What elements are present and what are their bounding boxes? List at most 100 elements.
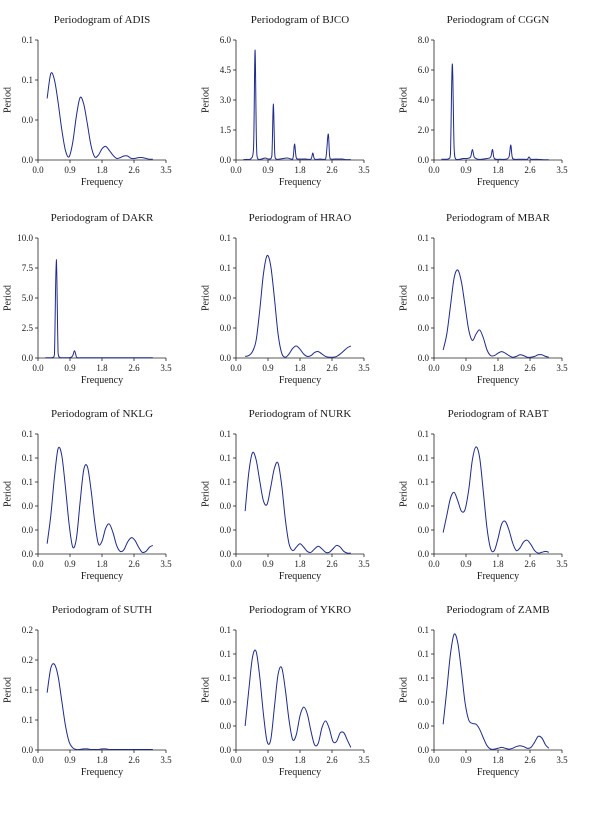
x-tick-label: 3.5 <box>160 363 172 373</box>
y-tick-label: 0.2 <box>22 625 33 635</box>
chart-title: Periodogram of MBAR <box>446 212 550 224</box>
x-axis-title: Frequency <box>476 571 520 582</box>
y-tick-label: 0.0 <box>418 549 430 559</box>
y-tick-label: 0.0 <box>418 353 430 363</box>
x-tick-label: 0.0 <box>428 165 440 175</box>
x-tick-label: 0.0 <box>230 363 242 373</box>
y-tick-label: 0.1 <box>22 477 33 487</box>
y-tick-label: 0.1 <box>220 673 231 683</box>
y-tick-label: 1.5 <box>220 125 232 135</box>
x-tick-label: 1.8 <box>294 165 306 175</box>
y-tick-label: 0.1 <box>220 649 231 659</box>
plot-area: 0.0 0.9 1.8 2.6 3.5 0.0 0.1 0.1 0.2 0.2 <box>22 625 172 765</box>
chart-title: Periodogram of YKRO <box>248 604 352 616</box>
x-tick-label: 0.9 <box>460 165 472 175</box>
plot-area: 0.0 0.9 1.8 2.6 3.50.00.00.00.10.1 <box>220 233 370 373</box>
x-tick-label: 0.9 <box>460 559 472 569</box>
periodogram-line <box>244 649 352 748</box>
x-tick-label: 3.5 <box>358 363 370 373</box>
y-tick-label: 0.1 <box>418 429 429 439</box>
y-tick-label: 0.1 <box>220 263 231 273</box>
plot-area: 0.0 0.9 1.8 2.6 3.50.00.00.10.1 <box>22 35 172 175</box>
x-tick-label: 2.6 <box>326 363 338 373</box>
periodogram-line <box>441 63 549 161</box>
y-tick-label: 0.0 <box>220 155 232 165</box>
y-tick-label: 0.0 <box>22 549 34 559</box>
y-tick-label: 0.0 <box>220 721 232 731</box>
periodogram-line <box>442 269 549 358</box>
x-axis-title: Frequency <box>278 375 322 386</box>
x-tick-label: 3.5 <box>556 363 568 373</box>
y-tick-label: 0.1 <box>418 625 429 635</box>
x-axis-title: Frequency <box>476 177 520 188</box>
y-tick-label: 0.1 <box>418 233 429 243</box>
y-tick-label: 0.0 <box>418 155 430 165</box>
x-tick-label: 1.8 <box>96 755 108 765</box>
y-tick-label: 0.0 <box>220 501 232 511</box>
x-tick-label: 0.9 <box>460 755 472 765</box>
x-tick-label: 0.9 <box>64 755 76 765</box>
x-tick-label: 0.0 <box>32 165 44 175</box>
x-tick-label: 3.5 <box>556 559 568 569</box>
x-axis-title: Frequency <box>278 571 322 582</box>
chart-title: Periodogram of NKLG <box>50 408 154 420</box>
y-axis-title: Period <box>200 284 212 312</box>
x-tick-label: 3.5 <box>358 165 370 175</box>
y-axis-title: Period <box>398 284 410 312</box>
x-tick-label: 0.9 <box>262 363 274 373</box>
y-axis-title: Period <box>2 86 14 114</box>
x-tick-label: 2.6 <box>524 363 536 373</box>
x-tick-label: 1.8 <box>294 559 306 569</box>
x-tick-label: 3.5 <box>358 755 370 765</box>
chart-title: Periodogram of ADIS <box>53 14 151 26</box>
periodogram-line <box>243 49 351 161</box>
x-tick-label: 3.5 <box>160 165 172 175</box>
x-axis-title: Frequency <box>476 767 520 778</box>
x-axis-title: Frequency <box>278 767 322 778</box>
x-tick-label: 2.6 <box>128 363 140 373</box>
y-tick-label: 0.0 <box>418 721 430 731</box>
y-axis-title: Period <box>200 480 212 508</box>
y-tick-label: 0.0 <box>220 745 232 755</box>
x-tick-label: 0.0 <box>32 755 44 765</box>
plot-area: 0.0 0.9 1.8 2.6 3.50.00.00.00.10.10.1 <box>418 429 568 569</box>
y-tick-label: 0.1 <box>220 477 231 487</box>
plot-area: 0.0 0.9 1.8 2.6 3.5 0.0 2.0 4.0 6.0 8.0 <box>418 35 568 175</box>
x-axis-title: Frequency <box>80 767 124 778</box>
chart-title: Periodogram of SUTH <box>51 604 153 616</box>
y-axis-title: Period <box>2 284 14 312</box>
y-tick-label: 0.1 <box>220 429 231 439</box>
x-tick-label: 1.8 <box>492 755 504 765</box>
x-axis-title: Frequency <box>80 571 124 582</box>
x-tick-label: 0.9 <box>262 559 274 569</box>
periodogram-line <box>244 451 351 554</box>
y-tick-label: 4.0 <box>418 95 430 105</box>
y-axis-title: Period <box>2 480 14 508</box>
y-tick-label: 0.1 <box>22 685 33 695</box>
x-axis-title: Frequency <box>278 177 322 188</box>
y-tick-label: 0.1 <box>22 429 33 439</box>
y-tick-label: 0.1 <box>418 673 429 683</box>
y-tick-label: 0.0 <box>220 525 232 535</box>
y-tick-label: 0.0 <box>22 501 34 511</box>
x-tick-label: 0.0 <box>428 755 440 765</box>
y-tick-label: 0.1 <box>220 233 231 243</box>
y-tick-label: 10.0 <box>17 233 33 243</box>
y-tick-label: 8.0 <box>418 35 430 45</box>
periodogram-line <box>45 259 153 359</box>
plot-area: 0.0 0.9 1.8 2.6 3.50.00.00.00.10.10.1 <box>418 625 568 765</box>
plot-area: 0.0 0.9 1.8 2.6 3.5 0.0 2.5 5.0 7.5 10.0 <box>17 233 172 373</box>
y-tick-label: 3.0 <box>220 95 232 105</box>
x-tick-label: 2.6 <box>128 559 140 569</box>
x-tick-label: 2.6 <box>524 165 536 175</box>
chart-title: Periodogram of HRAO <box>248 212 352 224</box>
x-tick-label: 3.5 <box>556 165 568 175</box>
chart-title: Periodogram of RABT <box>447 408 549 420</box>
y-tick-label: 4.5 <box>220 65 232 75</box>
x-tick-label: 2.6 <box>128 165 140 175</box>
y-tick-label: 0.1 <box>220 625 231 635</box>
x-tick-label: 1.8 <box>96 165 108 175</box>
x-tick-label: 1.8 <box>492 165 504 175</box>
x-tick-label: 0.0 <box>428 559 440 569</box>
